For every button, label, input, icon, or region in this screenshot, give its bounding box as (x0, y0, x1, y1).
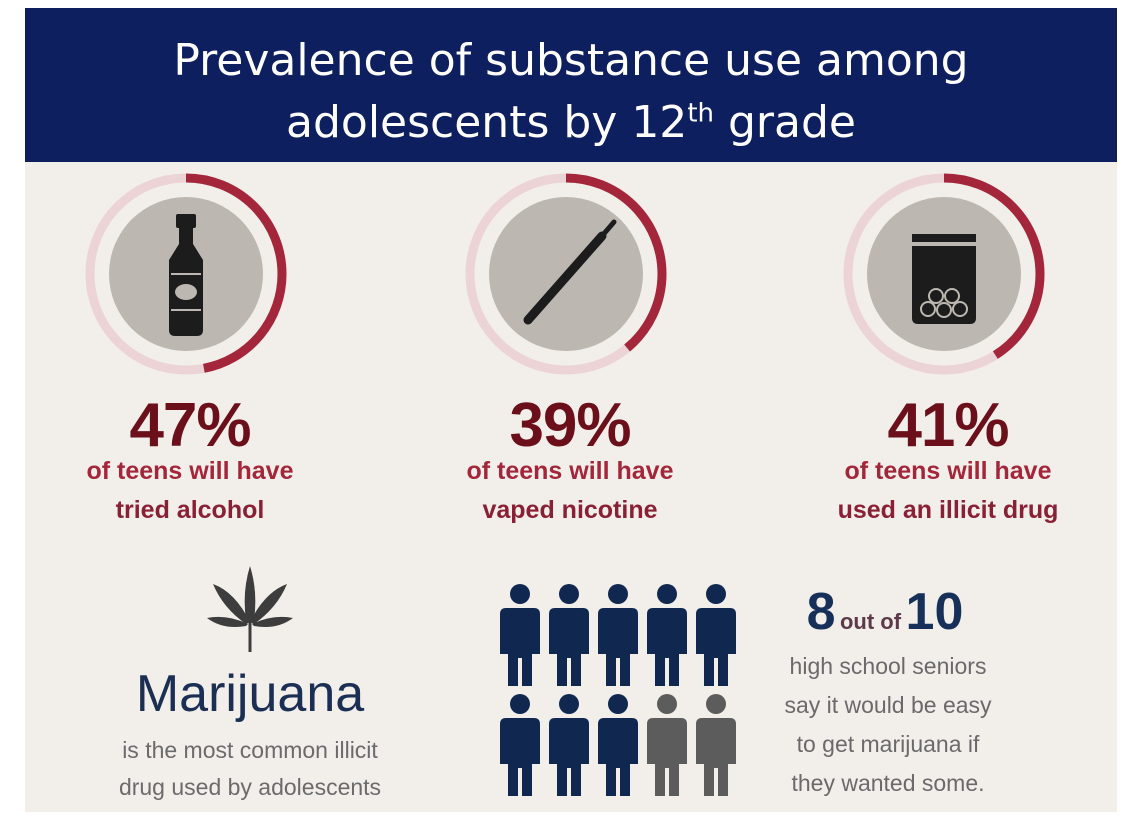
caption-illicit-drug-line1: of teens will have (844, 457, 1052, 485)
person-icon (647, 584, 687, 686)
caption-alcohol-line1: of teens will have (86, 457, 294, 485)
ratio-description: high school seniors say it would be easy… (763, 647, 1013, 803)
marijuana-desc-line2: drug used by adolescents (118, 774, 382, 800)
ratio-denominator: 10 (905, 583, 964, 641)
percent-illicit-drug: 41% (887, 391, 1009, 460)
person-icon (549, 584, 589, 686)
person-icon (598, 584, 638, 686)
ratio-heading: 8 out of 10 (765, 582, 1005, 642)
title-line-2: adolescents by 12th grade (25, 92, 1117, 154)
title-line-2-text: adolescents by 12 (286, 97, 688, 148)
marijuana-description: is the most common illicit drug used by … (25, 732, 475, 806)
caption-vaping-line1: of teens will have (466, 457, 674, 485)
ratio-desc-line1: high school seniors (789, 653, 987, 679)
title-line-2-end: grade (714, 97, 856, 148)
person-icon (500, 584, 540, 686)
percent-vaping: 39% (509, 391, 631, 460)
caption-illicit-drug-line2: used an illicit drug (837, 496, 1059, 524)
ratio-desc-line3: to get marijuana if (796, 731, 980, 757)
title-superscript: th (687, 98, 714, 129)
cannabis-leaf-icon (207, 566, 293, 652)
caption-alcohol-line2: tried alcohol (115, 496, 265, 524)
caption-vaping-line2: vaped nicotine (482, 496, 658, 524)
infographic-panel: 47% of teens will have tried alcohol 39%… (25, 162, 1117, 812)
pill-bag-icon (912, 234, 976, 324)
caption-alcohol: of teens will have tried alcohol (25, 452, 355, 530)
person-icon (500, 694, 540, 796)
ratio-middle: out of (839, 609, 902, 634)
percent-alcohol: 47% (129, 391, 251, 460)
progress-ring-vaping (465, 173, 667, 375)
progress-ring-illicit-drug (843, 173, 1045, 375)
person-icon (598, 694, 638, 796)
bottle-icon (169, 214, 203, 336)
ratio-numerator: 8 (806, 583, 836, 641)
person-icon (696, 584, 736, 686)
caption-vaping: of teens will have vaped nicotine (405, 452, 735, 530)
progress-ring-alcohol (85, 173, 287, 375)
ratio-desc-line2: say it would be easy (784, 692, 992, 718)
person-icon (696, 694, 736, 796)
marijuana-desc-line1: is the most common illicit (122, 737, 378, 763)
person-icon (647, 694, 687, 796)
marijuana-title: Marijuana (135, 665, 365, 723)
ratio-desc-line4: they wanted some. (791, 770, 985, 796)
person-icon (549, 694, 589, 796)
people-pictogram (500, 584, 736, 796)
caption-illicit-drug: of teens will have used an illicit drug (783, 452, 1113, 530)
title-banner: Prevalence of substance use among adoles… (25, 8, 1117, 162)
vape-pen-icon (523, 219, 617, 325)
title-line-1: Prevalence of substance use among (173, 35, 969, 86)
